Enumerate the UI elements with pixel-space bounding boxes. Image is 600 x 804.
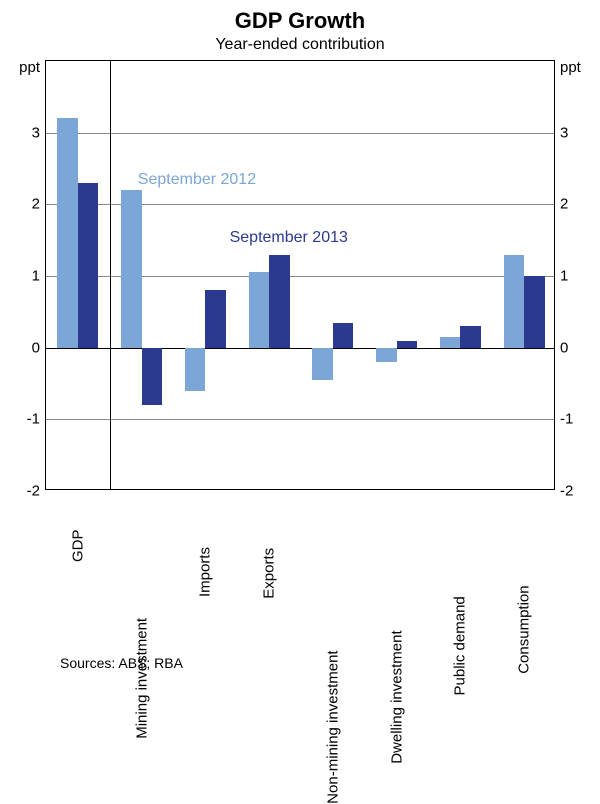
chart-container: GDP Growth Year-ended contribution ppt p… xyxy=(0,0,600,682)
bar xyxy=(57,118,77,347)
bar xyxy=(460,326,480,348)
ytick-left: 2 xyxy=(32,196,46,213)
ytick-right: 1 xyxy=(554,268,568,285)
bar xyxy=(142,348,162,405)
bar xyxy=(504,255,524,348)
ytick-left: -2 xyxy=(27,483,46,500)
plot-area: ppt ppt -2-2-1-100112233GDPMining invest… xyxy=(45,60,555,490)
bar xyxy=(376,348,396,362)
y-axis-label-left: ppt xyxy=(19,59,46,76)
category-label: Exports xyxy=(261,548,278,599)
category-label: Dwelling investment xyxy=(388,630,405,763)
ytick-right: 0 xyxy=(554,339,568,356)
ytick-right: 2 xyxy=(554,196,568,213)
bar xyxy=(524,276,544,348)
bar xyxy=(78,183,98,348)
category-label: Non-mining investment xyxy=(324,650,341,803)
ytick-left: -1 xyxy=(27,411,46,428)
bar xyxy=(333,323,353,348)
category-label: Imports xyxy=(197,547,214,597)
bar xyxy=(397,341,417,348)
chart-title: GDP Growth xyxy=(0,8,600,34)
bar xyxy=(312,348,332,380)
gridline xyxy=(46,133,554,134)
ytick-left: 3 xyxy=(32,124,46,141)
y-axis-label-right: ppt xyxy=(554,59,581,76)
ytick-right: -2 xyxy=(554,483,573,500)
zero-line xyxy=(46,348,554,349)
category-label: GDP xyxy=(69,530,86,563)
chart-subtitle: Year-ended contribution xyxy=(0,36,600,54)
bar xyxy=(249,272,269,347)
series-annotation: September 2012 xyxy=(138,171,256,189)
bar xyxy=(269,255,289,348)
category-label: Mining investment xyxy=(133,618,150,739)
ytick-left: 0 xyxy=(32,339,46,356)
category-label: Public demand xyxy=(452,596,469,695)
bar xyxy=(185,348,205,391)
ytick-right: -1 xyxy=(554,411,573,428)
chart-sources: Sources: ABS; RBA xyxy=(60,655,183,671)
bar xyxy=(205,290,225,347)
bar xyxy=(121,190,141,348)
series-annotation: September 2013 xyxy=(230,229,348,247)
gridline xyxy=(46,419,554,420)
divider-line xyxy=(110,61,111,489)
ytick-right: 3 xyxy=(554,124,568,141)
category-label: Consumption xyxy=(516,585,533,673)
bar xyxy=(440,337,460,348)
ytick-left: 1 xyxy=(32,268,46,285)
